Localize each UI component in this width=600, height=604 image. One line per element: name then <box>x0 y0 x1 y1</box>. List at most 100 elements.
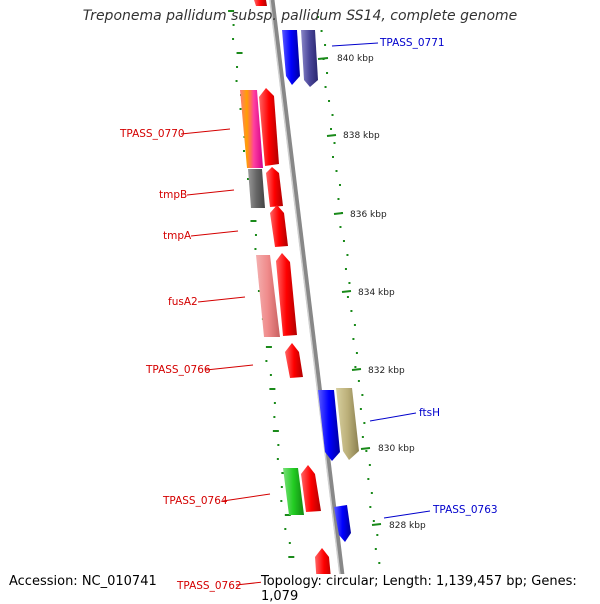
gc-mark <box>357 380 360 382</box>
gc-mark <box>288 556 295 558</box>
gene-label-tpass0766[interactable]: TPASS_0766 <box>145 364 211 376</box>
gc-mark <box>254 234 257 236</box>
gc-mark <box>354 366 357 368</box>
accession-text: Accession: NC_010741 <box>9 574 157 589</box>
gene-feature-tpass0764-b[interactable] <box>283 468 304 515</box>
right-gene-labels: TPASS_0771 ftsH TPASS_0763 <box>331 37 498 519</box>
gc-mark <box>367 478 370 480</box>
gene-label-tpass0763[interactable]: TPASS_0763 <box>432 504 498 516</box>
gene-feature-tpass0770[interactable] <box>259 88 279 166</box>
scale-tick-label: 832 kbp <box>368 366 405 376</box>
gc-mark <box>374 548 377 550</box>
gc-mark <box>353 324 356 326</box>
gc-mark <box>337 198 340 200</box>
gene-feature-tpass0763[interactable] <box>334 505 351 542</box>
gc-mark <box>284 514 291 516</box>
gc-mark <box>324 44 327 46</box>
gc-mark <box>269 388 276 390</box>
gc-mark <box>284 528 287 530</box>
gc-mark <box>344 268 347 270</box>
scale-tick-label: 836 kbp <box>350 210 387 220</box>
gene-feature-tpass0764[interactable] <box>301 465 321 512</box>
gene-label-tpass0770[interactable]: TPASS_0770 <box>119 128 185 140</box>
genome-backbone <box>269 0 348 600</box>
gc-mark <box>372 520 375 522</box>
gc-mark <box>369 506 372 508</box>
gc-mark <box>288 542 291 544</box>
gc-mark <box>272 430 279 432</box>
gc-mark <box>335 170 338 172</box>
reverse-genes <box>282 30 359 542</box>
gc-mark <box>280 486 283 488</box>
genome-backbone-highlight <box>269 0 344 600</box>
gene-label-tpass0764[interactable]: TPASS_0764 <box>162 495 228 507</box>
gene-feature-tmpB[interactable] <box>266 167 283 207</box>
gene-feature-tpass0770-b[interactable] <box>240 90 263 168</box>
gene-feature-tmpB-b[interactable] <box>248 169 265 208</box>
gc-mark <box>332 156 334 158</box>
gc-mark <box>328 100 331 102</box>
forward-genes <box>240 0 333 600</box>
gc-mark <box>265 360 268 362</box>
gene-label-tpass0771[interactable]: TPASS_0771 <box>379 37 445 49</box>
gc-mark <box>361 394 364 396</box>
scale-tick-label: 830 kbp <box>378 444 415 454</box>
gc-mark <box>277 444 280 446</box>
gc-mark <box>273 416 276 418</box>
gc-mark <box>359 408 362 410</box>
gc-mark <box>257 290 260 292</box>
gc-mark <box>232 38 235 40</box>
gc-mark <box>342 240 345 242</box>
gene-feature-fusA2-b[interactable] <box>256 255 280 337</box>
gene-label-tmpA[interactable]: tmpA <box>163 230 192 242</box>
gene-label-ftsH[interactable]: ftsH <box>419 407 440 419</box>
gc-mark <box>254 248 257 250</box>
scale-tick-label: 834 kbp <box>358 288 395 298</box>
gc-mark <box>350 310 353 312</box>
gc-mark <box>355 352 358 354</box>
gc-mark <box>273 402 276 404</box>
gc-mark <box>346 296 349 298</box>
gc-mark <box>228 10 235 12</box>
scale-ticks: 840 kbp 838 kbp 836 kbp 834 kbp 832 kbp … <box>317 54 426 531</box>
gc-mark <box>320 30 323 32</box>
gene-feature-ftsH-b[interactable] <box>336 388 359 460</box>
gc-mark <box>276 458 279 460</box>
gc-mark <box>269 374 272 376</box>
gc-mark <box>250 220 257 222</box>
gene-feature-fusA2[interactable] <box>276 253 297 336</box>
gc-mark <box>370 492 373 494</box>
gc-mark <box>376 534 379 536</box>
gc-mark <box>368 464 371 466</box>
scale-tick-label: 838 kbp <box>343 131 380 141</box>
gc-mark <box>365 450 368 452</box>
gene-feature-ftsH[interactable] <box>318 390 340 461</box>
gc-mark <box>280 500 283 502</box>
map-title: Treponema pallidum subsp. pallidum SS14,… <box>82 8 518 24</box>
gc-mark <box>317 16 320 18</box>
left-gene-labels: TPASS_0770 tmpB tmpA fusA2 TPASS_0766 TP… <box>119 128 283 592</box>
gene-label-tmpB[interactable]: tmpB <box>159 189 187 201</box>
gc-mark <box>239 108 242 110</box>
gc-mark <box>338 184 341 186</box>
gene-feature-tpass0766[interactable] <box>285 343 303 378</box>
gc-mark <box>243 150 245 152</box>
gc-mark <box>236 52 243 54</box>
gc-mark <box>378 562 381 564</box>
gc-mark <box>331 114 334 116</box>
gc-mark <box>363 422 366 424</box>
gc-mark <box>352 338 355 340</box>
gene-feature-tpass0771-b[interactable] <box>301 30 318 87</box>
gc-mark <box>265 346 272 348</box>
gene-label-fusA2[interactable]: fusA2 <box>168 296 198 308</box>
gene-label-tpass0762[interactable]: TPASS_0762 <box>176 580 242 592</box>
gc-mark <box>346 254 349 256</box>
gene-feature-top[interactable] <box>254 0 267 6</box>
scale-tick-label: 840 kbp <box>337 54 374 64</box>
gc-mark <box>236 66 239 68</box>
topology-text: Topology: circular; Length: 1,139,457 bp… <box>261 574 600 604</box>
gene-feature-tmpA[interactable] <box>270 205 288 247</box>
gene-feature-tpass0771[interactable] <box>282 30 300 85</box>
gc-mark <box>348 282 351 284</box>
